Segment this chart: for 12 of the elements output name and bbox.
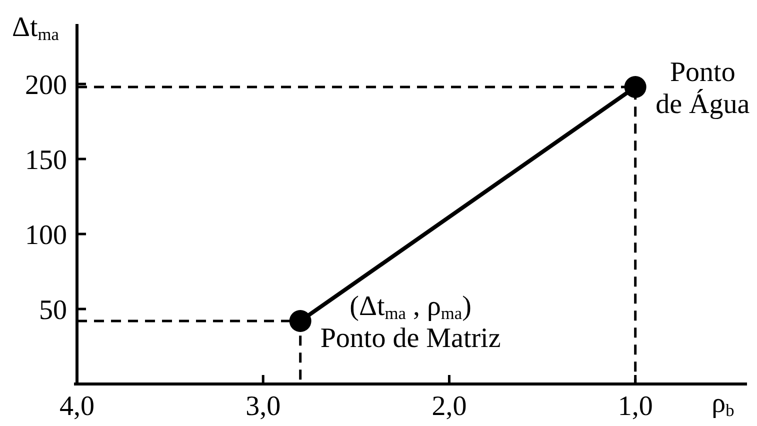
x-tick-label: 4,0 — [60, 391, 94, 422]
y-tick-label: 100 — [25, 220, 67, 251]
y-tick-label: 200 — [25, 70, 67, 101]
y-tick-label: 50 — [39, 294, 67, 326]
annotation: (Δt$_{ma}$ , ρ$_{ma}$) Ponto de Matriz — [320, 291, 501, 354]
x-tick-label: 2,0 — [432, 391, 467, 422]
y-tick-label: 150 — [25, 144, 67, 176]
x-tick-label: 1,0 — [618, 391, 653, 422]
x-axis-title: ρ$_{b}$ — [712, 388, 735, 420]
x-tick-label: 3,0 — [246, 391, 281, 422]
y-axis-title: Δt$_{ma}$ — [12, 12, 60, 44]
annotation: Ponto de Água — [656, 57, 750, 120]
